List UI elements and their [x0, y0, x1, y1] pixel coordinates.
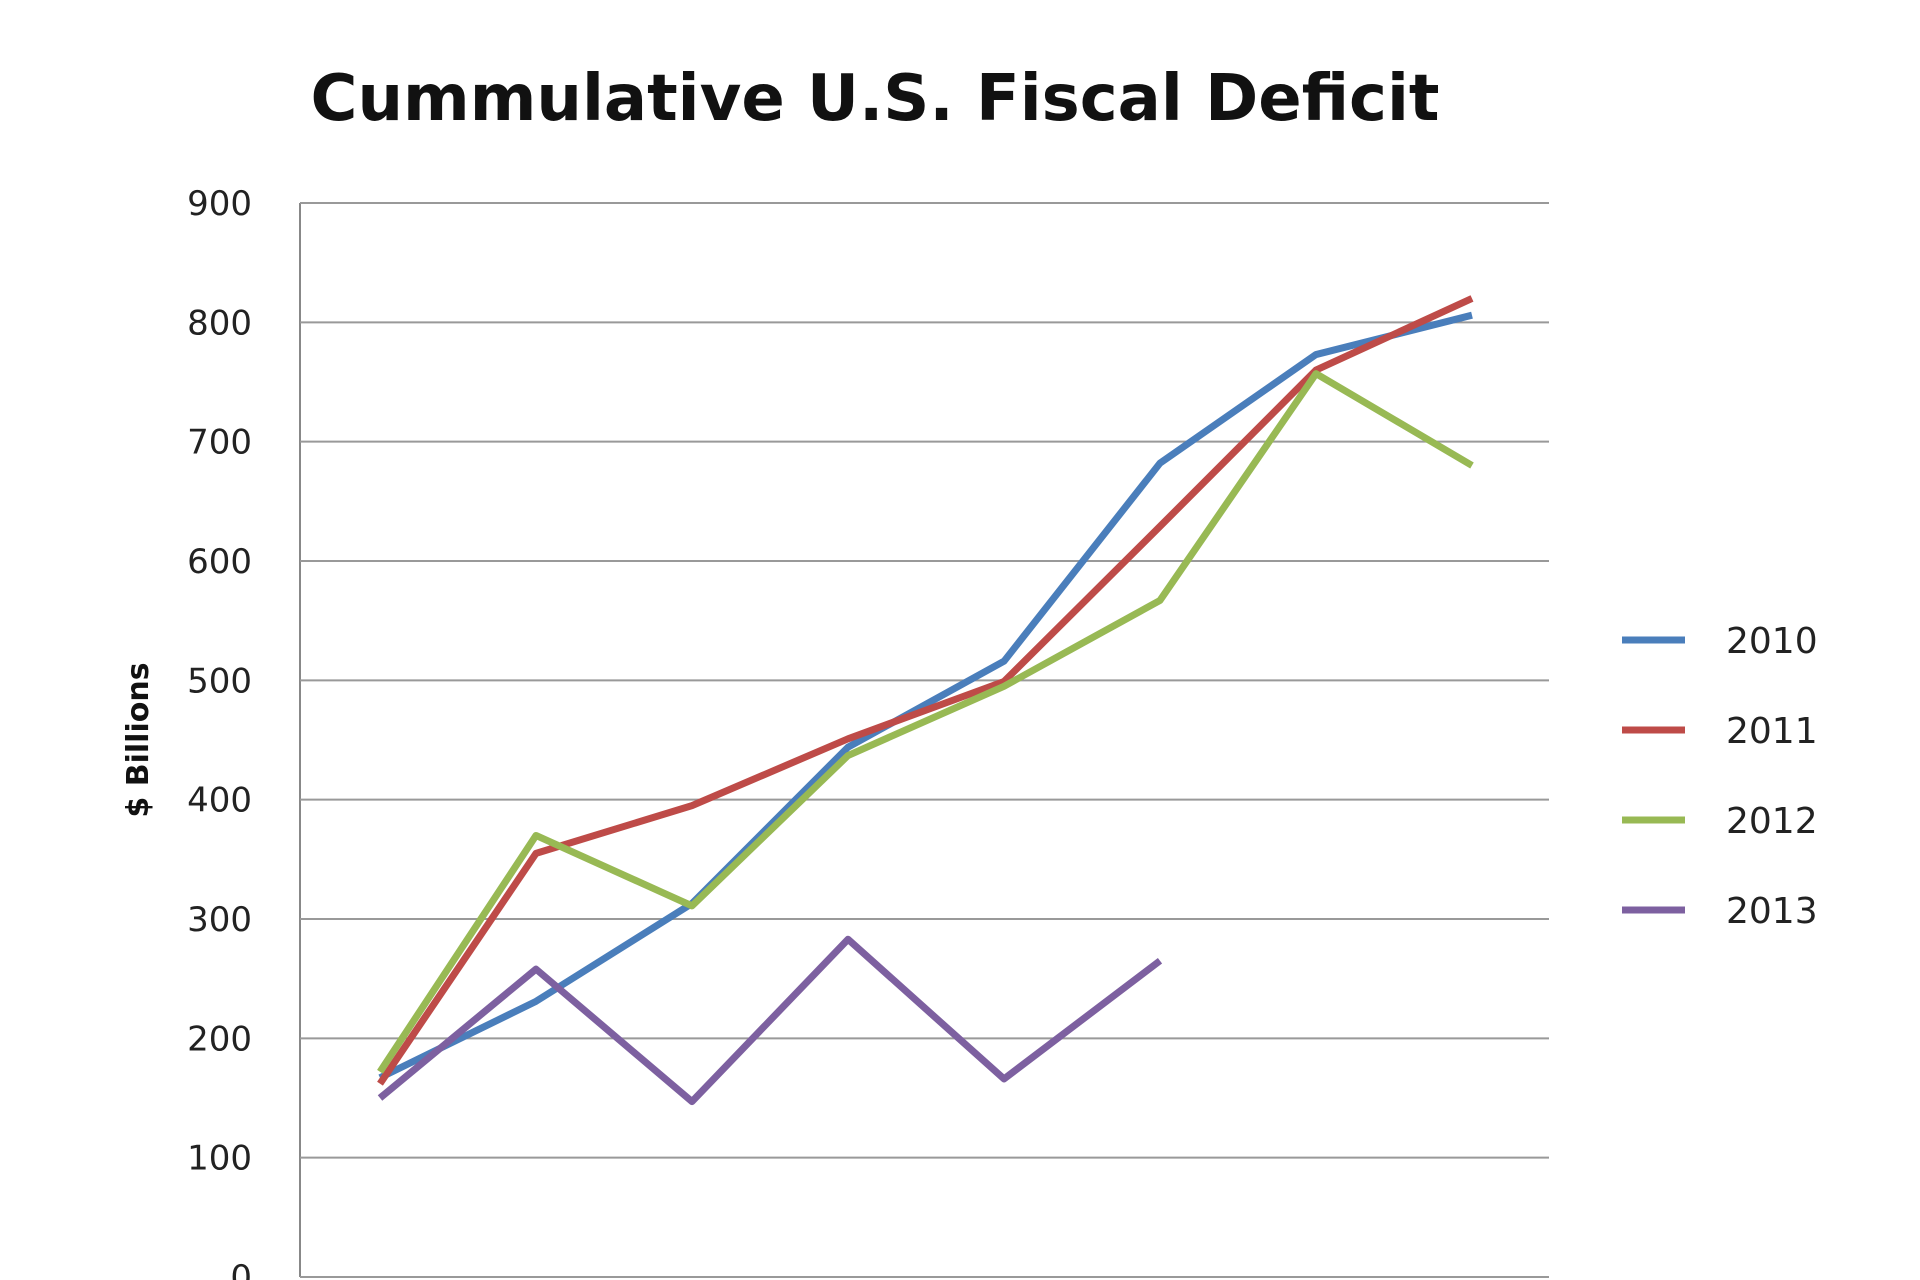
y-tick-label: 400 — [187, 781, 252, 821]
y-tick-label: 500 — [187, 661, 252, 701]
y-axis-label: $ Billions — [121, 662, 156, 817]
series-line-2011 — [377, 295, 1474, 1086]
legend-label: 2013 — [1726, 891, 1818, 932]
y-tick-label: 100 — [187, 1139, 252, 1179]
y-tick-label: 600 — [187, 542, 252, 582]
legend-label: 2010 — [1726, 621, 1818, 662]
y-tick-label: 900 — [187, 184, 252, 224]
series-line-2012 — [377, 370, 1474, 1074]
series-line-2010 — [378, 311, 1473, 1081]
y-tick-label: 700 — [187, 423, 252, 463]
chart-title: Cummulative U.S. Fiscal Deficit — [310, 62, 1439, 136]
series-line-2013 — [377, 935, 1163, 1106]
y-tick-label: 800 — [187, 303, 252, 343]
y-tick-label: 0 — [230, 1258, 252, 1280]
legend-label: 2012 — [1726, 801, 1818, 842]
y-tick-label: 200 — [187, 1019, 252, 1059]
y-tick-label: 300 — [187, 900, 252, 940]
legend-label: 2011 — [1726, 711, 1818, 752]
